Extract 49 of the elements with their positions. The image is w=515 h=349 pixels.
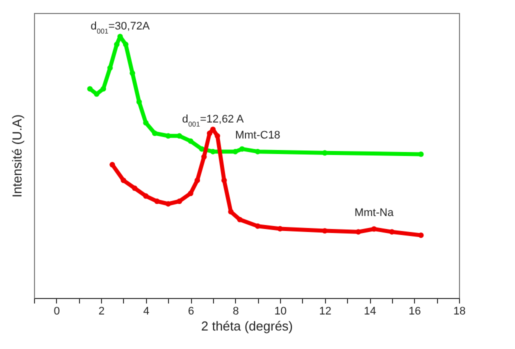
point bbox=[239, 146, 245, 152]
x-tick-label: 2 bbox=[98, 306, 105, 318]
point bbox=[107, 65, 113, 71]
point bbox=[228, 208, 234, 214]
point bbox=[176, 133, 182, 139]
x-tick-label: 0 bbox=[54, 306, 60, 318]
point bbox=[232, 148, 238, 154]
point bbox=[94, 91, 100, 97]
point bbox=[152, 130, 158, 136]
annotation: d$_{001}$=30,72A bbox=[90, 20, 150, 36]
x-tick-label: 4 bbox=[143, 306, 150, 318]
point bbox=[206, 130, 212, 136]
series-label: Mmt-C18 bbox=[235, 130, 280, 142]
x-tick-label: 10 bbox=[274, 306, 287, 318]
annotation: d$_{001}$=12,62 A bbox=[182, 113, 244, 128]
series-label: Mmt-Na bbox=[354, 206, 394, 219]
point bbox=[254, 223, 260, 229]
point bbox=[132, 185, 138, 191]
x-axis-title: 2 théta (degrés) bbox=[201, 318, 293, 334]
x-tick-label: 18 bbox=[453, 306, 466, 318]
x-tick-label: 16 bbox=[408, 306, 421, 318]
point bbox=[136, 99, 142, 105]
point bbox=[201, 154, 207, 160]
x-tick-label: 14 bbox=[364, 306, 376, 318]
x-tick-label: 6 bbox=[188, 306, 194, 318]
point bbox=[87, 86, 93, 92]
point bbox=[221, 178, 227, 184]
point bbox=[143, 120, 149, 126]
point bbox=[199, 146, 204, 152]
point bbox=[122, 42, 128, 48]
point bbox=[143, 193, 149, 199]
point bbox=[120, 178, 126, 184]
point bbox=[114, 42, 120, 48]
point bbox=[188, 138, 194, 144]
point bbox=[130, 70, 136, 76]
point bbox=[237, 216, 243, 222]
y-axis-title: Intensité (U.A) bbox=[10, 114, 24, 198]
x-tick-label: 8 bbox=[232, 306, 239, 318]
point bbox=[194, 178, 200, 184]
point bbox=[154, 198, 160, 204]
x-tick-label: 12 bbox=[319, 306, 332, 318]
point bbox=[371, 226, 377, 232]
point bbox=[176, 198, 182, 204]
point bbox=[165, 201, 171, 207]
point bbox=[188, 190, 194, 196]
point bbox=[110, 162, 116, 168]
point bbox=[100, 86, 106, 92]
point bbox=[214, 133, 220, 139]
point bbox=[389, 229, 395, 235]
